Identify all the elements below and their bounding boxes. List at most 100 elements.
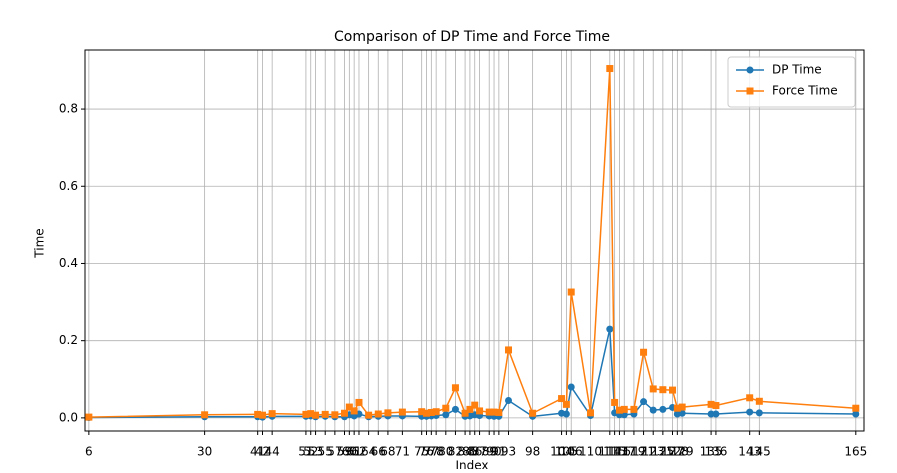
x-tick-label: 52 [303, 445, 318, 459]
point [562, 400, 570, 408]
point [587, 409, 595, 417]
point [669, 386, 677, 394]
point [365, 411, 373, 419]
x-tick-label: 98 [525, 445, 540, 459]
point [755, 397, 763, 405]
y-tick-label: 0.2 [59, 333, 78, 347]
point [432, 408, 440, 416]
x-tick-label: 123 [642, 445, 665, 459]
x-tick-label: 87 [472, 445, 487, 459]
x-tick-label: 129 [671, 445, 694, 459]
point [307, 410, 315, 418]
x-tick-label: 71 [395, 445, 410, 459]
x-tick-label: 127 [661, 445, 684, 459]
point [268, 410, 276, 418]
point [562, 410, 570, 418]
point [451, 405, 459, 413]
legend-label: Force Time [772, 84, 838, 98]
point [374, 410, 382, 418]
point [558, 395, 566, 403]
point [712, 410, 720, 418]
point [355, 398, 363, 406]
x-tick-label: 86 [467, 445, 482, 459]
y-tick-label: 0.0 [59, 410, 78, 424]
point [254, 410, 262, 418]
x-tick-label: 42 [255, 445, 270, 459]
y-tick-label: 0.8 [59, 102, 78, 116]
x-tick-label: 44 [265, 445, 280, 459]
point [630, 405, 638, 413]
y-tick-label: 0.4 [59, 256, 78, 270]
point [852, 404, 860, 412]
x-tick-label: 93 [501, 445, 516, 459]
point [345, 403, 353, 411]
point [640, 398, 648, 406]
x-tick-label: 116 [608, 445, 631, 459]
point [341, 409, 349, 417]
point [259, 411, 267, 419]
x-tick-label: 114 [598, 445, 621, 459]
x-tick-label: 55 [318, 445, 333, 459]
point [606, 65, 614, 73]
y-tick-label: 0.6 [59, 179, 78, 193]
point [746, 394, 754, 402]
x-tick-label: 82 [448, 445, 463, 459]
point [707, 400, 715, 408]
x-tick-label: 125 [651, 445, 674, 459]
x-tick-label: 104 [550, 445, 573, 459]
x-tick-label: 85 [462, 445, 477, 459]
point [442, 411, 450, 419]
point [495, 408, 503, 416]
x-tick-label: 68 [380, 445, 395, 459]
x-tick-label: 89 [482, 445, 497, 459]
x-tick-label: 115 [603, 445, 626, 459]
point [852, 410, 860, 418]
x-tick-label: 110 [579, 445, 602, 459]
x-tick-label: 80 [438, 445, 453, 459]
x-tick-label: 66 [371, 445, 386, 459]
point [331, 411, 339, 419]
x-tick-label: 105 [555, 445, 578, 459]
x-tick-label: 76 [419, 445, 434, 459]
point [567, 288, 575, 296]
point [659, 386, 667, 394]
point [615, 406, 623, 414]
x-tick-label: 78 [429, 445, 444, 459]
point [611, 398, 619, 406]
x-tick-label: 41 [250, 445, 265, 459]
y-axis-label: Time [33, 228, 47, 258]
chart-title: Comparison of DP Time and Force Time [334, 29, 610, 45]
point [398, 408, 406, 416]
point [418, 408, 426, 416]
x-tick-label: 75 [414, 445, 429, 459]
point [678, 403, 686, 411]
x-tick-label: 57 [327, 445, 342, 459]
point [755, 409, 763, 417]
x-axis-label: Index [455, 459, 488, 470]
point [673, 404, 681, 412]
x-tick-label: 84 [457, 445, 472, 459]
point [659, 405, 667, 413]
point [384, 409, 392, 417]
x-tick-label: 61 [347, 445, 362, 459]
point [606, 325, 614, 333]
legend-marker [746, 87, 754, 95]
point [567, 383, 575, 391]
point [529, 409, 537, 417]
x-tick-label: 128 [666, 445, 689, 459]
point [712, 402, 720, 410]
point [461, 409, 469, 417]
point [442, 404, 450, 412]
x-tick-label: 51 [298, 445, 313, 459]
x-tick-label: 135 [700, 445, 723, 459]
legend-label: DP Time [772, 63, 822, 77]
point [476, 407, 484, 415]
legend: DP Time Force Time [727, 56, 856, 108]
point [466, 405, 474, 413]
x-tick-label: 30 [197, 445, 212, 459]
x-tick-label: 91 [491, 445, 506, 459]
x-tick-label: 165 [844, 445, 867, 459]
point [350, 407, 358, 415]
x-tick-label: 60 [342, 445, 357, 459]
